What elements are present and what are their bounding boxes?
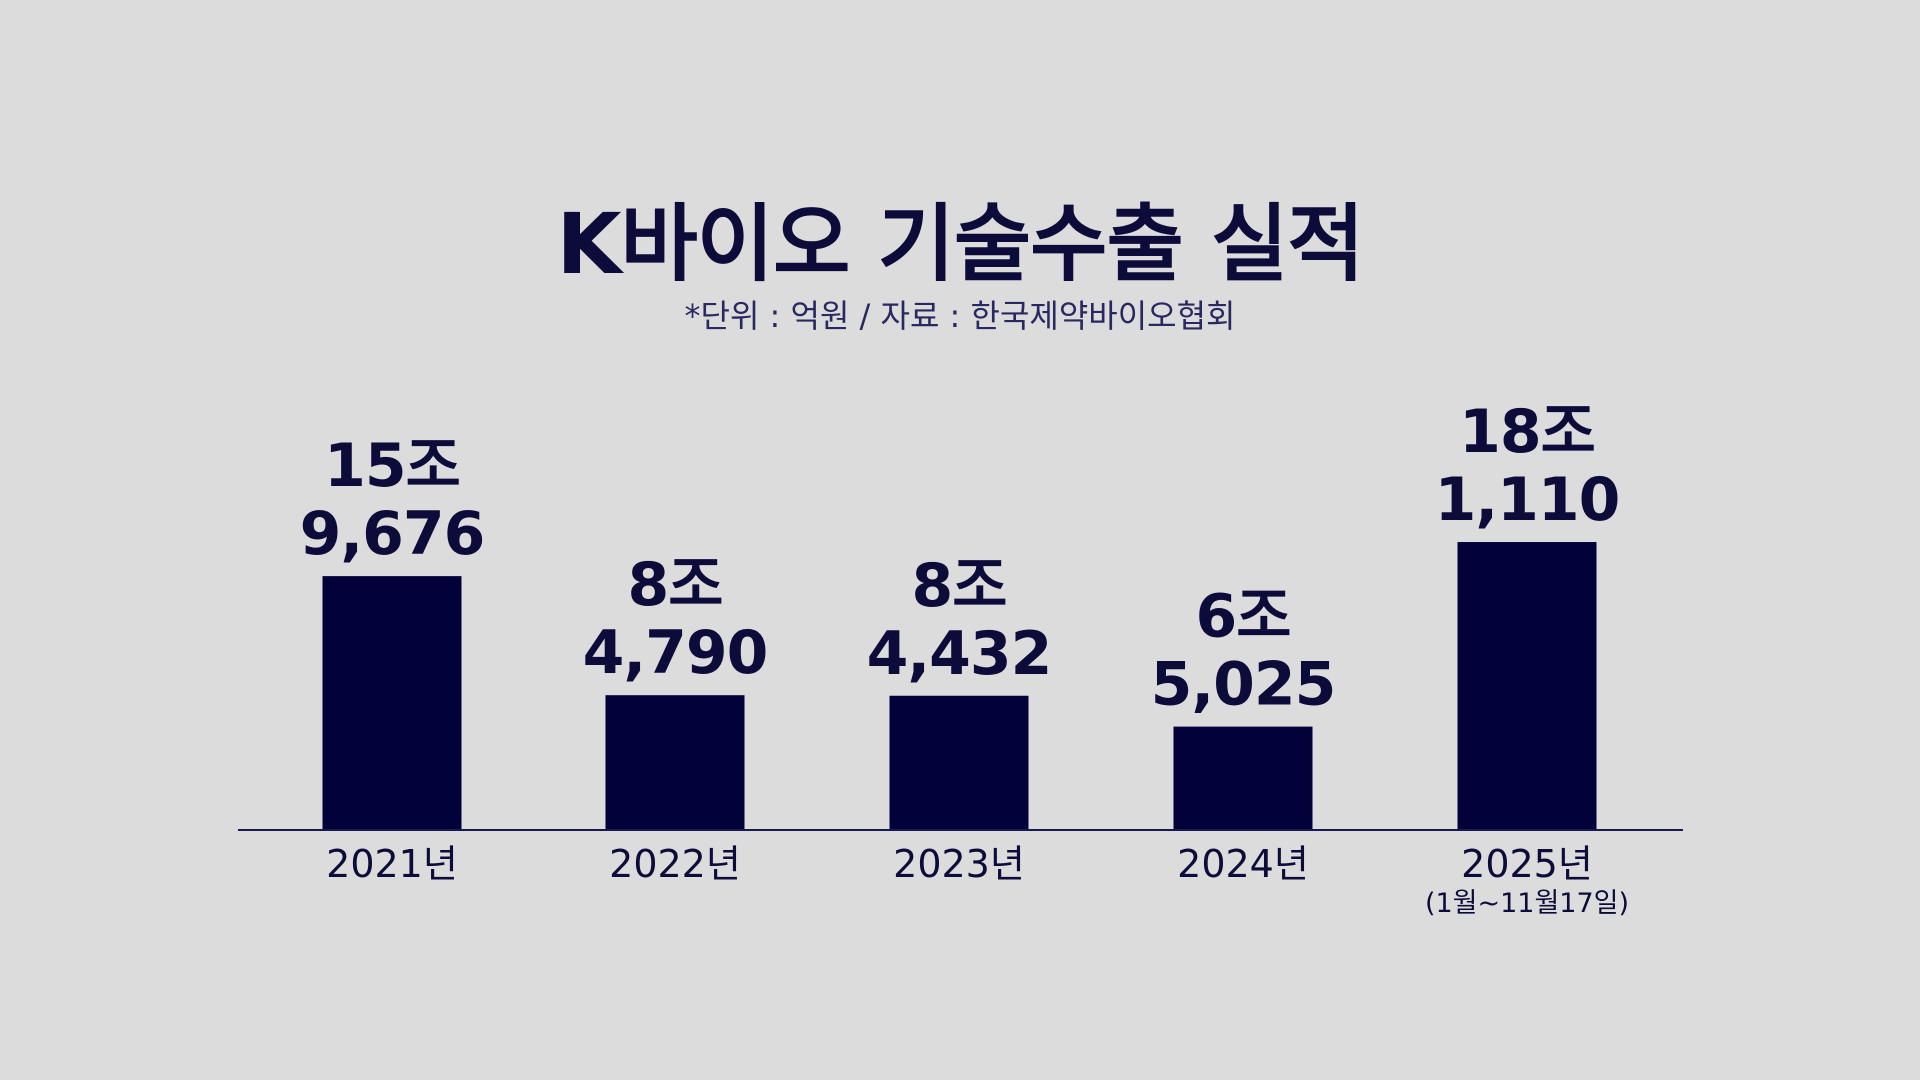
bar-value-label-trillion-4: 6조 [1196,582,1291,652]
bar-value-label-rest-2: 4,790 [583,618,768,688]
bar-5 [1457,542,1597,830]
x-tick-label-4: 2024년 [1177,842,1309,886]
bar-value-label-trillion-3: 8조 [912,551,1007,621]
bar-value-label-trillion-5: 18조 [1459,397,1595,467]
x-tick-label-5: 2025년 [1461,842,1593,886]
bar-4 [1173,726,1313,830]
bar-2 [605,695,745,830]
bar-value-label-rest-4: 5,025 [1151,650,1336,720]
x-tick-label-1: 2021년 [326,842,458,886]
bar-value-label-rest-3: 4,432 [867,619,1052,689]
bar-value-label-rest-5: 1,110 [1435,465,1620,535]
x-tick-note-5: (1월~11월17일) [1425,888,1629,919]
x-tick-label-3: 2023년 [893,842,1025,886]
bar-1 [322,576,462,830]
chart-title: K바이오 기술수출 실적 [556,195,1364,293]
bar-3 [889,695,1029,830]
chart-subtitle: *단위 : 억원 / 자료 : 한국제약바이오협회 [684,297,1236,335]
x-tick-label-2: 2022년 [609,842,741,886]
bar-value-label-trillion-2: 8조 [628,550,723,620]
bar-value-label-rest-1: 9,676 [300,499,485,569]
bar-value-label-trillion-1: 15조 [324,431,460,501]
